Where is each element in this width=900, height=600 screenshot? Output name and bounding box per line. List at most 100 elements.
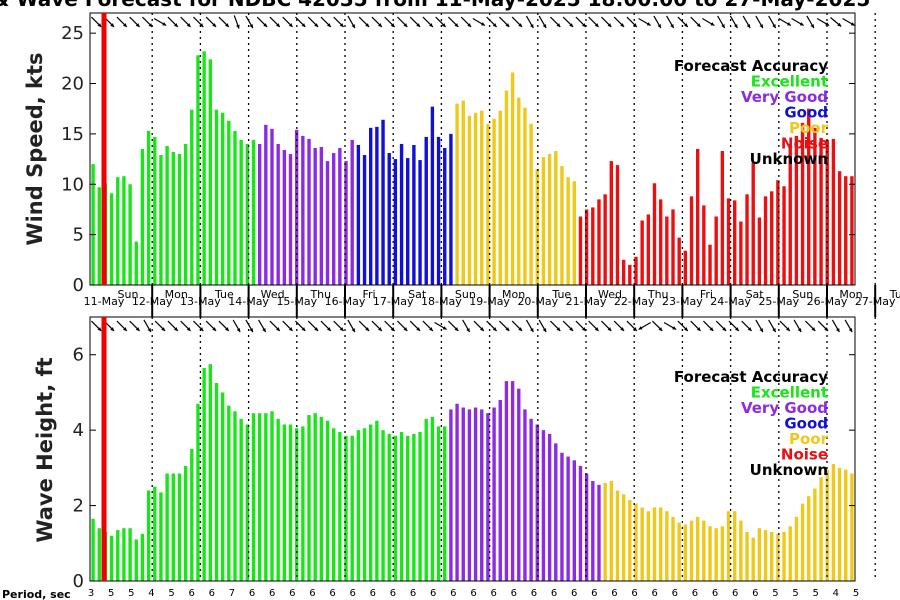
wind-bar xyxy=(560,166,564,285)
period-value: 6 xyxy=(732,588,738,599)
wind-legend-entry: Poor xyxy=(789,119,829,137)
wave-bar xyxy=(683,524,688,581)
wave-bar xyxy=(245,424,250,581)
wave-bar xyxy=(282,424,287,581)
wave-arrow-icon xyxy=(462,319,471,333)
wind-bar xyxy=(504,90,509,285)
wind-bar xyxy=(554,151,558,285)
wind-arrow-icon xyxy=(538,15,547,29)
period-value: 5 xyxy=(853,588,859,599)
wind-bar xyxy=(338,147,342,285)
wave-bar xyxy=(658,507,663,581)
wind-arrow-icon xyxy=(791,17,804,27)
wave-bar xyxy=(313,413,317,581)
wind-bar xyxy=(492,118,496,285)
wind-bar xyxy=(591,207,595,285)
wind-arrow-icon xyxy=(778,17,792,27)
wind-bar xyxy=(159,155,163,285)
period-value: 6 xyxy=(188,588,194,599)
wave-arrow-icon xyxy=(347,319,356,333)
wave-bar xyxy=(794,516,799,581)
wind-bar xyxy=(190,109,194,286)
wave-bar xyxy=(677,522,681,581)
period-value: 4 xyxy=(148,588,154,599)
wave-arrow-icon xyxy=(167,320,179,332)
wind-arrow-icon xyxy=(129,16,140,28)
wave-bar xyxy=(745,531,749,581)
wind-bar xyxy=(510,72,515,285)
wave-bar xyxy=(344,435,348,581)
wind-arrow-icon xyxy=(806,15,815,29)
wave-arrow-icon xyxy=(180,320,191,332)
period-value: 5 xyxy=(128,588,134,599)
wave-bar xyxy=(375,420,379,581)
wind-bar xyxy=(214,109,219,286)
wind-bar xyxy=(547,154,552,285)
wave-arrow-icon xyxy=(245,319,254,333)
wind-arrow-icon xyxy=(842,17,855,27)
wind-legend-entry: Excellent xyxy=(751,73,828,91)
period-value: 5 xyxy=(813,588,819,599)
wind-legend-entry: Noise xyxy=(781,135,828,153)
wave-bar xyxy=(257,413,262,581)
wind-bar xyxy=(621,259,626,285)
date-strip xyxy=(90,285,855,317)
wave-bar xyxy=(702,520,706,581)
wave-bar xyxy=(560,452,564,581)
wave-bar xyxy=(733,511,737,581)
wave-arrow-icon xyxy=(397,320,408,332)
wave-bar xyxy=(449,409,453,581)
wave-bar xyxy=(634,503,638,581)
wind-arrow-icon xyxy=(638,17,651,27)
wave-bar xyxy=(233,411,237,581)
wave-bar xyxy=(825,469,829,581)
wind-arrow-icon xyxy=(742,15,751,29)
period-value: 5 xyxy=(168,588,174,599)
wind-legend-title: Forecast Accuracy xyxy=(674,57,828,75)
wind-arrow-icon xyxy=(717,15,726,29)
day-label: Tue xyxy=(214,288,234,301)
wave-bar xyxy=(517,388,521,581)
wave-bar xyxy=(443,426,447,581)
wind-bar xyxy=(171,152,175,285)
wave-bar xyxy=(356,430,361,581)
wind-bar xyxy=(109,193,114,285)
wave-arrow-icon xyxy=(550,320,561,332)
wind-bar xyxy=(344,161,348,285)
wind-bar xyxy=(745,194,749,285)
day-label: Mon xyxy=(502,288,525,301)
period-value: 6 xyxy=(329,588,335,599)
wave-bar xyxy=(467,409,472,581)
wave-bar xyxy=(757,528,762,581)
wind-bar xyxy=(153,136,157,285)
wave-bar xyxy=(547,433,552,581)
wind-arrow-icon xyxy=(666,15,675,29)
wind-bar xyxy=(646,214,651,285)
wind-bar xyxy=(640,220,644,285)
wave-bar xyxy=(776,533,780,581)
day-label: Sat xyxy=(746,288,765,301)
wave-bar xyxy=(436,426,441,581)
wave-bar xyxy=(714,528,718,581)
wave-bar xyxy=(171,473,175,581)
wave-bar xyxy=(837,467,842,581)
wave-arrow-icon xyxy=(755,319,764,333)
wind-bar xyxy=(116,177,120,285)
wave-bar xyxy=(418,432,422,581)
wind-bar xyxy=(517,97,521,286)
wind-direction-arrows xyxy=(91,15,855,29)
date-label: 11-May xyxy=(84,295,125,308)
period-value: 6 xyxy=(209,588,215,599)
wave-bar xyxy=(251,413,256,581)
wave-bar xyxy=(220,392,225,581)
wave-bar xyxy=(214,383,219,581)
wave-arrow-icon xyxy=(779,320,791,332)
wave-bar xyxy=(399,432,404,581)
wave-bar xyxy=(325,420,330,581)
wave-arrow-icon xyxy=(258,319,267,333)
wave-bar xyxy=(307,415,311,581)
wave-tick-label: 6 xyxy=(73,345,84,366)
wave-bar xyxy=(134,539,138,581)
wind-bar xyxy=(276,143,280,285)
day-label: Fri xyxy=(362,288,375,301)
